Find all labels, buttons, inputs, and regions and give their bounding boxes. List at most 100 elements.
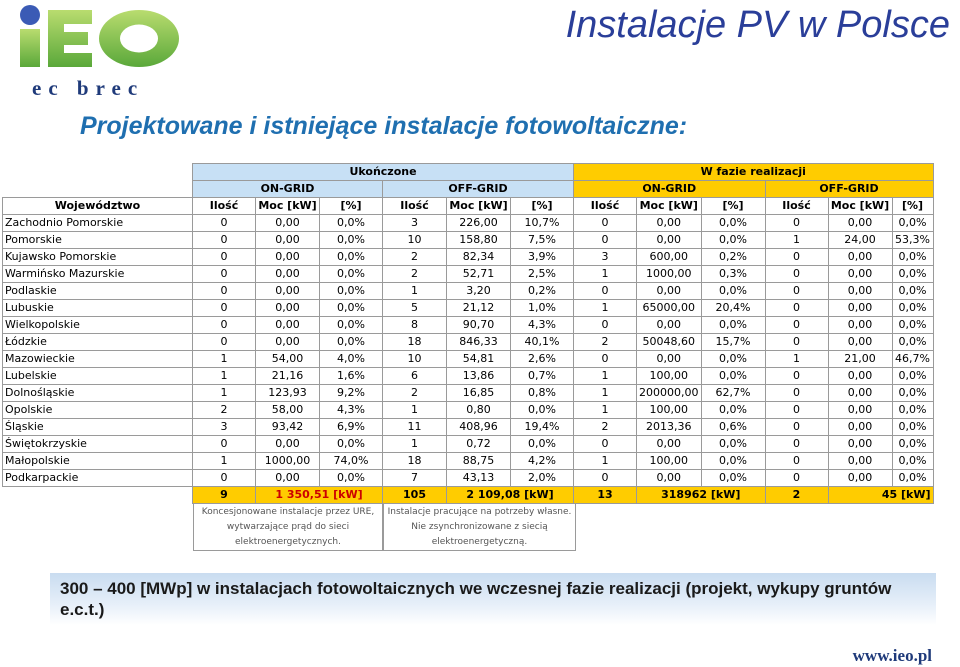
table-cell: 158,80 bbox=[446, 231, 511, 249]
table-cell: 46,7% bbox=[891, 350, 934, 368]
region-name: Lubelskie bbox=[2, 367, 193, 385]
table-row: Zachodnio Pomorskie 0 0,00 0,0% 3 226,00 10,7%… bbox=[2, 214, 934, 232]
col-pct-header: [%] bbox=[700, 197, 766, 215]
table-cell: 0,00 bbox=[636, 350, 702, 368]
col-region-header: Województwo bbox=[2, 197, 193, 215]
table-cell: 54,81 bbox=[446, 350, 511, 368]
region-name: Pomorskie bbox=[2, 231, 193, 249]
table-cell: 1 bbox=[192, 367, 256, 385]
table-cell: 90,70 bbox=[446, 316, 511, 334]
table-cell: 93,42 bbox=[255, 418, 320, 436]
table-cell: 4,3% bbox=[319, 401, 383, 419]
table-cell: 21,12 bbox=[446, 299, 511, 317]
ieo-logo-icon bbox=[20, 5, 179, 67]
region-name: Kujawsko Pomorskie bbox=[2, 248, 193, 266]
table-cell: 0,00 bbox=[255, 469, 320, 487]
col-power-header: Moc [kW] bbox=[446, 197, 511, 215]
table-cell: 0,0% bbox=[510, 401, 574, 419]
table-cell: 2013,36 bbox=[636, 418, 702, 436]
table-cell: 7,5% bbox=[510, 231, 574, 249]
summary-banner-text: 300 – 400 [MWp] w instalacjach fotowolta… bbox=[60, 579, 892, 619]
table-cell: 1 bbox=[764, 350, 829, 368]
table-cell: 0,0% bbox=[891, 452, 934, 470]
table-cell: 2 bbox=[382, 265, 447, 283]
table-cell: 16,85 bbox=[446, 384, 511, 402]
table-row: Podkarpackie 0 0,00 0,0% 7 43,13 2,0% 0 0,00 0,0%… bbox=[2, 469, 934, 487]
region-name: Świętokrzyskie bbox=[2, 435, 193, 453]
table-cell: 0,8% bbox=[510, 384, 574, 402]
table-cell: 0,00 bbox=[636, 282, 702, 300]
table-cell: 58,00 bbox=[255, 401, 320, 419]
table-cell: 0 bbox=[764, 248, 829, 266]
table-cell: 0,0% bbox=[319, 469, 383, 487]
table-cell: 15,7% bbox=[700, 333, 766, 351]
table-cell: 0,00 bbox=[255, 231, 320, 249]
table-cell: 1 bbox=[192, 350, 256, 368]
table-cell: 0,0% bbox=[700, 401, 766, 419]
table-row: Małopolskie 1 1000,00 74,0% 18 88,75 4,2% 1 100,… bbox=[2, 452, 934, 470]
table-cell: 0,0% bbox=[891, 282, 934, 300]
table-cell: 0,80 bbox=[446, 401, 511, 419]
slide-subtitle: Projektowane i istniejące instalacje fot… bbox=[80, 112, 688, 140]
table-cell: 0 bbox=[764, 452, 829, 470]
region-name: Podlaskie bbox=[2, 282, 193, 300]
table-cell: 0,0% bbox=[700, 435, 766, 453]
col-count-header: Ilość bbox=[192, 197, 256, 215]
table-cell: 0,0% bbox=[510, 435, 574, 453]
table-cell: 600,00 bbox=[636, 248, 702, 266]
summary-banner: 300 – 400 [MWp] w instalacjach fotowolta… bbox=[50, 573, 936, 625]
table-row: Lubuskie 0 0,00 0,0% 5 21,12 1,0% 1 65000,00 20,4… bbox=[2, 299, 934, 317]
table-cell: 2 bbox=[382, 384, 447, 402]
table-cell: 0,00 bbox=[827, 299, 893, 317]
table-cell: 0,0% bbox=[891, 418, 934, 436]
table-cell: 3 bbox=[382, 214, 447, 232]
table-cell: 0 bbox=[764, 418, 829, 436]
completed-off-grid-header: OFF-GRID bbox=[382, 180, 574, 198]
region-name: Małopolskie bbox=[2, 452, 193, 470]
table-cell: 0,0% bbox=[891, 384, 934, 402]
table-cell: 0,0% bbox=[891, 265, 934, 283]
table-cell: 0,0% bbox=[700, 452, 766, 470]
table-cell: 4,2% bbox=[510, 452, 574, 470]
table-cell: 2 bbox=[192, 401, 256, 419]
logo-subtext: ec brec bbox=[32, 76, 145, 100]
table-cell: 18 bbox=[382, 333, 447, 351]
table-cell: 4,0% bbox=[319, 350, 383, 368]
table-cell: 2 bbox=[382, 248, 447, 266]
table-cell: 21,00 bbox=[827, 350, 893, 368]
table-cell: 43,13 bbox=[446, 469, 511, 487]
table-cell: 200000,00 bbox=[636, 384, 702, 402]
total-count: 105 bbox=[382, 486, 447, 504]
col-power-header: Moc [kW] bbox=[255, 197, 320, 215]
table-cell: 0 bbox=[192, 435, 256, 453]
table-cell: 0,0% bbox=[891, 299, 934, 317]
region-name: Wielkopolskie bbox=[2, 316, 193, 334]
region-name: Warmińsko Mazurskie bbox=[2, 265, 193, 283]
table-cell: 0,00 bbox=[827, 435, 893, 453]
table-cell: 0 bbox=[192, 299, 256, 317]
table-cell: 123,93 bbox=[255, 384, 320, 402]
table-cell: 0 bbox=[192, 231, 256, 249]
progress-off-grid-header: OFF-GRID bbox=[764, 180, 934, 198]
table-cell: 54,00 bbox=[255, 350, 320, 368]
table-cell: 0,0% bbox=[319, 214, 383, 232]
progress-on-grid-header: ON-GRID bbox=[573, 180, 766, 198]
table-cell: 0,00 bbox=[827, 333, 893, 351]
table-cell: 0,0% bbox=[700, 350, 766, 368]
region-name: Zachodnio Pomorskie bbox=[2, 214, 193, 232]
table-cell: 0 bbox=[573, 282, 637, 300]
table-cell: 0 bbox=[573, 350, 637, 368]
table-cell: 846,33 bbox=[446, 333, 511, 351]
on-grid-note: Koncesjonowane instalacje przez URE, wyt… bbox=[193, 503, 383, 551]
table-cell: 10,7% bbox=[510, 214, 574, 232]
table-cell: 1 bbox=[382, 282, 447, 300]
table-cell: 0,0% bbox=[319, 316, 383, 334]
table-cell: 7 bbox=[382, 469, 447, 487]
table-row: Warmińsko Mazurskie 0 0,00 0,0% 2 52,71 2,5% 1 1… bbox=[2, 265, 934, 283]
col-power-header: Moc [kW] bbox=[827, 197, 893, 215]
table-cell: 0 bbox=[764, 435, 829, 453]
table-cell: 0,0% bbox=[891, 333, 934, 351]
table-cell: 6 bbox=[382, 367, 447, 385]
table-cell: 52,71 bbox=[446, 265, 511, 283]
table-cell: 0 bbox=[573, 435, 637, 453]
